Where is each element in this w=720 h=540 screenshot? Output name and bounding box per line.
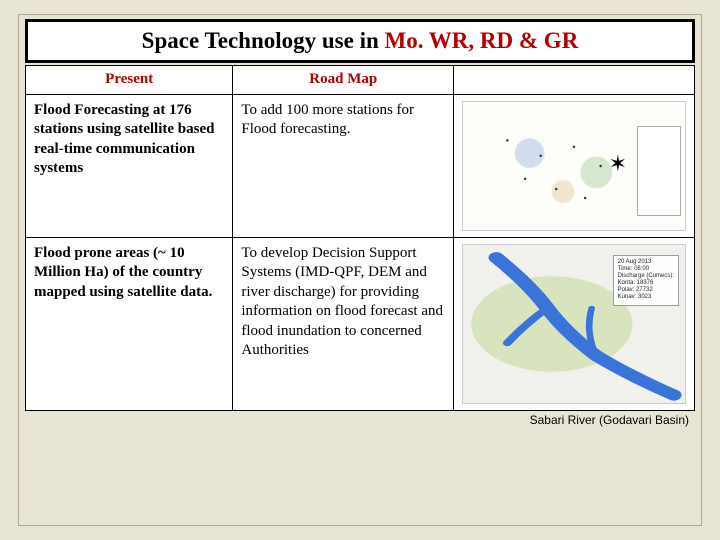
info-kunav: Kunav: 3023 (618, 294, 674, 301)
table-row: Flood Forecasting at 176 stations using … (26, 94, 695, 237)
cell-roadmap-1: To develop Decision Support Systems (IMD… (233, 237, 454, 410)
star-marker-icon: ✶ (609, 150, 627, 179)
content-table: Present Road Map Flood Forecasting at 17… (25, 65, 695, 411)
cell-image-0: ✶ (454, 94, 695, 237)
cell-present-1: Flood prone areas (~ 10 Million Ha) of t… (26, 237, 233, 410)
info-date: 20 Aug 2013 (618, 259, 674, 266)
title-prefix: Space Technology use in (142, 28, 385, 53)
table-row: Flood prone areas (~ 10 Million Ha) of t… (26, 237, 695, 410)
info-discharge-label: Discharge (Cumecs): (618, 273, 674, 280)
map-legend (637, 126, 681, 216)
header-image (454, 66, 695, 95)
info-polav: Polav: 27732 (618, 287, 674, 294)
info-konta: Konta: 18376 (618, 280, 674, 287)
cell-present-0: Flood Forecasting at 176 stations using … (26, 94, 233, 237)
header-row: Present Road Map (26, 66, 695, 95)
info-time: Time: 08:00 (618, 266, 674, 273)
map-stations: ✶ (462, 101, 686, 231)
map-river: 20 Aug 2013 Time: 08:00 Discharge (Cumec… (462, 244, 686, 404)
cell-image-1: 20 Aug 2013 Time: 08:00 Discharge (Cumec… (454, 237, 695, 410)
map-info-box: 20 Aug 2013 Time: 08:00 Discharge (Cumec… (613, 255, 679, 306)
title-highlight: Mo. WR, RD & GR (385, 28, 579, 53)
image-caption: Sabari River (Godavari Basin) (25, 411, 695, 427)
header-roadmap: Road Map (233, 66, 454, 95)
slide-frame: Space Technology use in Mo. WR, RD & GR … (18, 14, 702, 526)
header-present: Present (26, 66, 233, 95)
cell-roadmap-0: To add 100 more stations for Flood forec… (233, 94, 454, 237)
slide-title: Space Technology use in Mo. WR, RD & GR (32, 28, 688, 54)
title-box: Space Technology use in Mo. WR, RD & GR (25, 19, 695, 63)
